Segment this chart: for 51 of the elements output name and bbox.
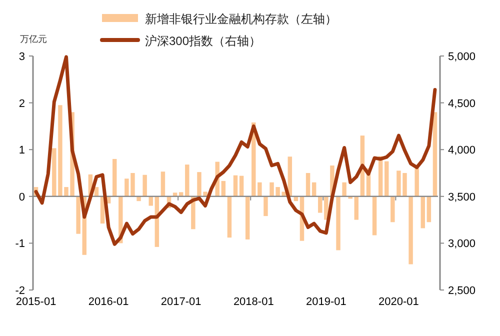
bar [372, 196, 377, 236]
x-tick-label: 2016-01 [88, 296, 129, 308]
y-tick-label: 3 [18, 51, 25, 63]
bar [336, 196, 340, 250]
bar [414, 168, 419, 196]
bar [426, 196, 432, 222]
bar [185, 164, 190, 196]
bar [342, 182, 346, 196]
bar [221, 180, 226, 196]
y2-tick-label: 4,500 [448, 98, 476, 110]
bar [288, 156, 292, 196]
x-tick-label: 2019-01 [306, 296, 346, 308]
y2-tick-label: 2,500 [448, 285, 476, 297]
bar [239, 176, 244, 196]
x-tick-label: 2015-01 [16, 296, 56, 308]
y-tick-label: 1 [18, 144, 25, 157]
bar [264, 196, 268, 216]
x-tick-label: 2020-01 [378, 296, 419, 308]
bar [178, 192, 184, 196]
bar [112, 158, 117, 196]
x-tick-label: 2018-01 [233, 296, 274, 308]
bar [136, 196, 141, 202]
bar [148, 196, 153, 206]
y2-tick-label: 5,000 [448, 51, 476, 63]
bar [318, 196, 322, 213]
bar [245, 196, 250, 240]
bar [160, 172, 166, 196]
y-tick-label: -2 [15, 285, 25, 297]
bar [420, 196, 426, 228]
y-tick-label: 2 [18, 98, 25, 110]
y-axis-title: 万亿元 [20, 34, 47, 44]
x-tick-label: 2017-01 [160, 296, 202, 308]
legend-label: 新增非银行业金融机构存款（左轴） [145, 12, 337, 26]
bar [324, 196, 328, 220]
bar [408, 196, 413, 264]
bar [227, 196, 232, 238]
bar [142, 174, 147, 196]
bar [390, 196, 395, 222]
y-tick-label: -1 [15, 238, 25, 250]
bar [233, 175, 238, 196]
legend-label: 沪深300指数（右轴） [145, 34, 262, 48]
bar [312, 182, 316, 196]
y2-tick-label: 3,500 [448, 191, 476, 204]
bar [354, 196, 359, 220]
y2-tick-label: 3,000 [448, 238, 476, 250]
bar [384, 161, 389, 196]
y-tick-label: 0 [18, 191, 25, 204]
bar [306, 173, 310, 196]
bar [432, 112, 438, 196]
bar [76, 196, 80, 234]
y2-tick-label: 4,000 [448, 144, 476, 157]
